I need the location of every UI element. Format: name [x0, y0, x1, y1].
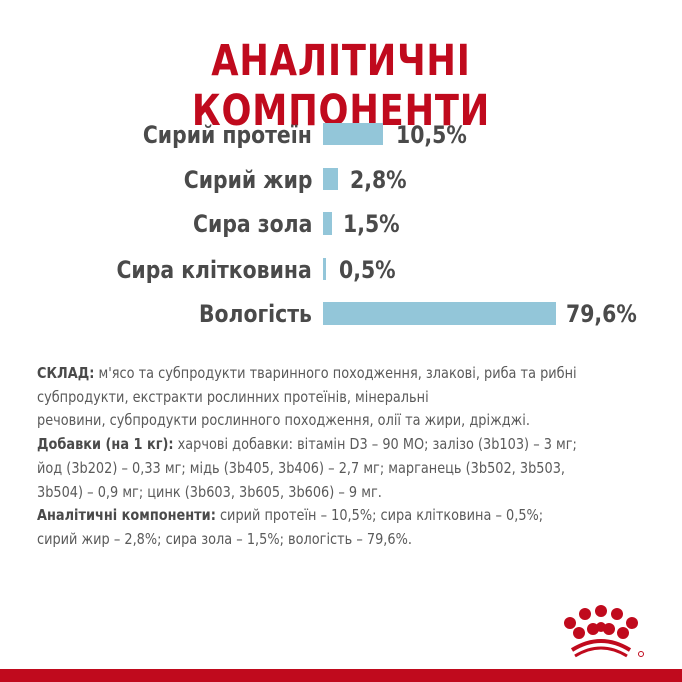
composition-line: субпродукти, екстракти рослинних протеїн…: [37, 387, 429, 406]
bar-ash: [323, 212, 332, 235]
row-value: 2,8%: [350, 166, 407, 194]
row-value: 79,6%: [566, 300, 637, 328]
row-value: 1,5%: [343, 210, 400, 238]
analytic-line: сирий жир – 2,8%; сира зола – 1,5%; воло…: [37, 529, 412, 548]
chart-row-protein: Сирий протеїн 10,5%: [0, 121, 682, 149]
page-title: АНАЛІТИЧНІ КОМПОНЕНТИ: [191, 36, 491, 136]
row-label: Сирий протеїн: [142, 121, 312, 149]
composition-line: м'ясо та субпродукти тваринного походжен…: [94, 364, 577, 382]
chart-row-ash: Сира зола 1,5%: [0, 210, 682, 238]
row-label: Сира зола: [192, 210, 312, 238]
composition-label: СКЛАД:: [37, 364, 95, 382]
additives-line: йод (3b202) – 0,33 мг; мідь (3b405, 3b40…: [37, 458, 566, 477]
analytic-label: Аналітичні компоненти:: [37, 506, 216, 525]
additives-line: харчові добавки: вітамін D3 – 90 МО; зал…: [173, 435, 577, 454]
royal-canin-crown-icon: [558, 600, 668, 660]
row-value: 10,5%: [396, 121, 467, 149]
composition-line: речовини, субпродукти рослинного походже…: [37, 411, 530, 430]
bar-fibre: [323, 258, 326, 280]
bar-moisture: [323, 302, 556, 325]
row-label: Сира клітковина: [116, 256, 312, 284]
bar-fat: [323, 168, 338, 190]
bar-protein: [323, 123, 383, 145]
chart-row-fat: Сирий жир 2,8%: [0, 166, 682, 194]
additives-label: Добавки (на 1 кг):: [37, 435, 174, 454]
row-label: Сирий жир: [183, 166, 312, 194]
footer-bar: [0, 669, 682, 682]
analytic-line: сирий протеїн – 10,5%; сира клітковина –…: [215, 506, 544, 525]
row-value: 0,5%: [339, 256, 396, 284]
chart-row-fibre: Сира клітковина 0,5%: [0, 256, 682, 284]
composition-text: СКЛАД: м'ясо та субпродукти тваринного п…: [37, 362, 587, 552]
row-label: Вологість: [199, 300, 312, 328]
chart-row-moisture: Вологість 79,6%: [0, 300, 682, 328]
additives-line: 3b504) – 0,9 мг; цинк (3b603, 3b605, 3b6…: [37, 482, 382, 501]
